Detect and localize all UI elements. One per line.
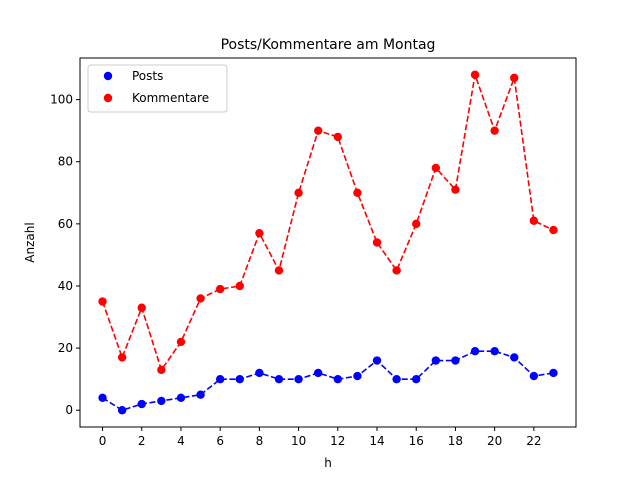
y-tick-label: 20 (58, 341, 73, 355)
data-point (196, 294, 205, 303)
data-point (470, 347, 480, 356)
x-tick-label: 12 (330, 434, 345, 448)
x-tick-label: 20 (487, 434, 502, 448)
y-tick-label: 40 (58, 279, 73, 293)
y-tick-label: 0 (65, 403, 73, 417)
data-point (157, 365, 166, 375)
data-point (333, 374, 343, 384)
legend-box (87, 64, 228, 113)
data-point (313, 368, 323, 378)
x-tick-label: 18 (448, 434, 463, 448)
y-tick-label: 60 (58, 217, 73, 231)
data-point (137, 303, 146, 312)
x-tick-label: 10 (291, 434, 306, 448)
data-point (549, 368, 558, 378)
data-point (451, 356, 460, 365)
data-point (372, 238, 382, 247)
legend: Posts Kommentare (87, 64, 228, 113)
data-point (235, 281, 244, 291)
data-point (215, 284, 225, 294)
legend-marker (103, 93, 113, 103)
data-point (294, 374, 303, 384)
data-point (117, 353, 127, 362)
data-point (137, 399, 146, 409)
y-tick-label: 100 (50, 93, 73, 107)
x-tick-label: 16 (409, 434, 424, 448)
data-point (392, 374, 401, 384)
data-point (313, 126, 323, 135)
data-point (274, 266, 284, 275)
legend-label: Kommentare (132, 91, 209, 105)
axes-frame (79, 57, 577, 428)
data-point (215, 374, 225, 384)
data-point (235, 374, 244, 384)
data-point (353, 188, 362, 198)
data-point (412, 219, 421, 229)
x-tick-label: 14 (369, 434, 384, 448)
data-point (549, 225, 558, 235)
x-tick-label: 22 (526, 434, 541, 448)
data-point (176, 393, 186, 403)
x-axis: 0 2 4 6 8 10 12 14 16 18 20 22 (99, 427, 541, 448)
data-point (255, 228, 264, 238)
data-point (431, 356, 441, 365)
data-point (255, 368, 264, 378)
x-tick-label: 6 (216, 434, 224, 448)
y-axis-label: Anzahl (23, 222, 37, 262)
data-point (490, 347, 499, 356)
data-point (510, 73, 519, 83)
legend-label: Posts (132, 69, 163, 83)
data-point (294, 188, 303, 198)
series-kommentare (98, 70, 558, 375)
data-point (510, 353, 519, 362)
x-tick-label: 0 (99, 434, 107, 448)
data-point (431, 163, 441, 173)
plot-area (98, 70, 558, 415)
data-point (157, 396, 166, 406)
data-point (176, 337, 186, 347)
data-point (412, 374, 421, 384)
x-tick-label: 2 (138, 434, 146, 448)
legend-marker (103, 71, 113, 81)
data-point (470, 70, 480, 79)
y-tick-label: 80 (58, 155, 73, 169)
data-point (451, 185, 460, 194)
data-point (490, 126, 499, 135)
series-posts (98, 347, 558, 415)
x-tick-label: 4 (177, 434, 185, 448)
x-axis-label: h (324, 456, 332, 470)
chart-title: Posts/Kommentare am Montag (221, 37, 436, 53)
x-tick-label: 8 (256, 434, 264, 448)
data-point (529, 216, 539, 225)
data-point (372, 356, 382, 365)
data-point (98, 393, 107, 403)
data-point (353, 371, 362, 381)
data-point (274, 374, 284, 384)
data-point (333, 132, 343, 142)
series-line (101, 71, 554, 372)
data-point (98, 297, 107, 306)
data-point (392, 266, 401, 275)
data-point (196, 390, 205, 399)
y-axis: 0 20 40 60 80 100 (50, 93, 80, 417)
data-point (117, 406, 127, 415)
data-point (529, 371, 539, 381)
